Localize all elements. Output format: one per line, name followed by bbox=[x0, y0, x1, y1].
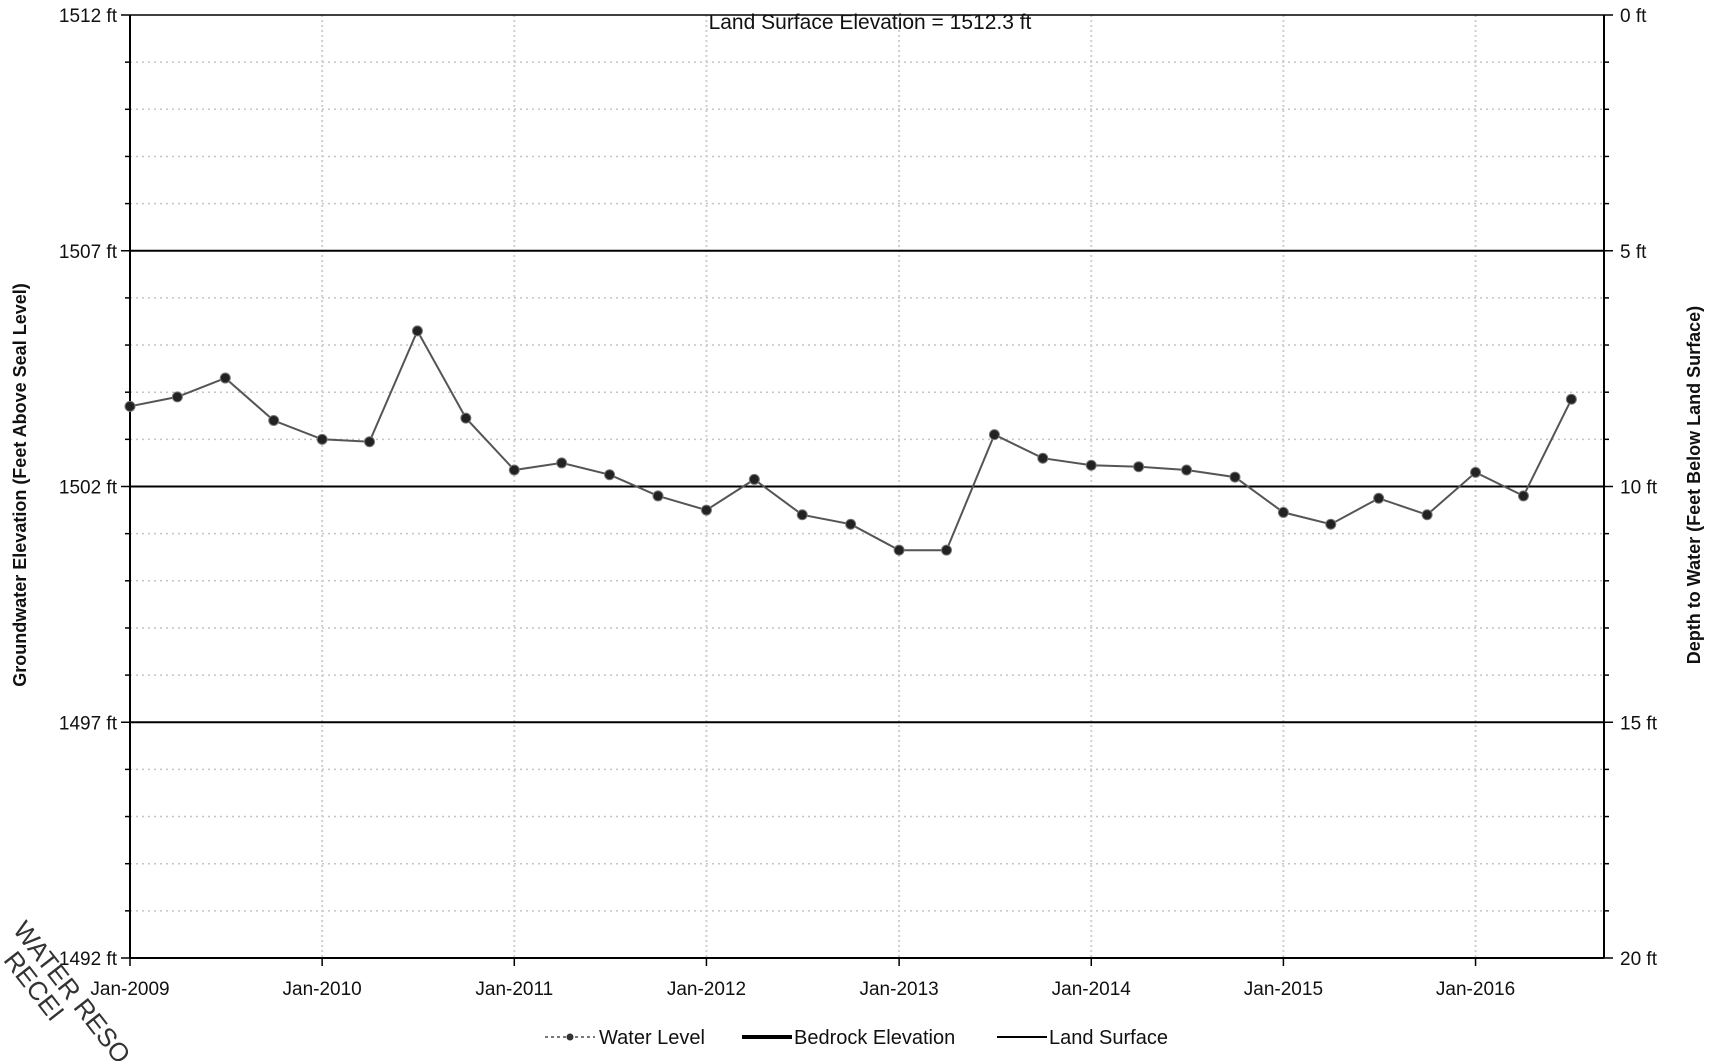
water-level-point bbox=[893, 544, 905, 556]
water-level-point bbox=[845, 518, 857, 530]
water-level-point bbox=[1470, 466, 1482, 478]
y2-tick-label: 5 ft bbox=[1620, 242, 1647, 263]
y2-tick-label: 10 ft bbox=[1620, 478, 1658, 499]
water-level-point bbox=[508, 464, 520, 476]
water-level-point bbox=[556, 457, 568, 469]
water-level-point bbox=[460, 412, 472, 424]
water-level-point bbox=[988, 429, 1000, 441]
water-level-point bbox=[268, 414, 280, 426]
y2-tick-label: 0 ft bbox=[1620, 6, 1647, 27]
x-tick-label: Jan-2014 bbox=[1052, 979, 1132, 1000]
axis-labels: 1512 ft 1507 ft 1502 ft 1497 ft 1492 ft 0 ft 5… bbox=[59, 6, 1658, 1000]
y2-tick-label: 15 ft bbox=[1620, 713, 1658, 734]
chart-title: Land Surface Elevation = 1512.3 ft bbox=[709, 11, 1032, 34]
water-level-point bbox=[171, 391, 183, 403]
water-level-point bbox=[1325, 518, 1337, 530]
water-level-point bbox=[1421, 509, 1433, 521]
series-layer bbox=[124, 325, 1577, 556]
y2-tick-label: 20 ft bbox=[1620, 949, 1658, 970]
y-tick-label: 1497 ft bbox=[59, 713, 118, 734]
x-tick-label: Jan-2009 bbox=[90, 979, 169, 1000]
water-level-point bbox=[652, 490, 664, 502]
water-level-point bbox=[1229, 471, 1241, 483]
water-level-point bbox=[604, 469, 616, 481]
water-level-point bbox=[1181, 464, 1193, 476]
water-level-point bbox=[700, 504, 712, 516]
water-level-point bbox=[219, 372, 231, 384]
y-tick-label: 1512 ft bbox=[59, 6, 118, 27]
water-level-point bbox=[1277, 506, 1289, 518]
legend-label-bedrock-elevation: Bedrock Elevation bbox=[794, 1027, 955, 1049]
water-level-point bbox=[411, 325, 423, 337]
legend-item-water-level: Water Level bbox=[545, 1027, 705, 1049]
x-tick-label: Jan-2013 bbox=[859, 979, 938, 1000]
x-tick-label: Jan-2012 bbox=[667, 979, 746, 1000]
water-level-point bbox=[124, 400, 136, 412]
y-tick-label: 1507 ft bbox=[59, 242, 118, 263]
water-level-point bbox=[1565, 393, 1577, 405]
y2-axis-title: Depth to Water (Feet Below Land Surface) bbox=[1684, 306, 1704, 664]
y-tick-label: 1502 ft bbox=[59, 478, 118, 499]
plot-frame bbox=[121, 14, 1613, 966]
x-tick-label: Jan-2016 bbox=[1436, 979, 1515, 1000]
water-level-point bbox=[796, 509, 808, 521]
x-tick-label: Jan-2010 bbox=[283, 979, 362, 1000]
y-axis-title: Groundwater Elevation (Feet Above Seal L… bbox=[10, 283, 30, 686]
y-tick-label: 1492 ft bbox=[59, 949, 118, 970]
legend-item-bedrock-elevation: Bedrock Elevation bbox=[742, 1027, 955, 1049]
water-level-point bbox=[1037, 452, 1049, 464]
water-level-point bbox=[748, 473, 760, 485]
water-level-point bbox=[1085, 459, 1097, 471]
water-level-point bbox=[1373, 492, 1385, 504]
x-tick-label: Jan-2015 bbox=[1244, 979, 1323, 1000]
legend-label-land-surface: Land Surface bbox=[1049, 1027, 1168, 1049]
water-level-point bbox=[364, 436, 376, 448]
legend-label-water-level: Water Level bbox=[599, 1027, 705, 1049]
legend: Water Level Bedrock Elevation Land Surfa… bbox=[545, 1027, 1168, 1049]
water-level-point bbox=[316, 433, 328, 445]
water-level-point bbox=[1517, 490, 1529, 502]
x-tick-label: Jan-2011 bbox=[475, 979, 553, 1000]
water-level-point bbox=[1133, 461, 1145, 473]
water-level-point bbox=[940, 544, 952, 556]
major-gridlines bbox=[130, 249, 1604, 724]
legend-item-land-surface: Land Surface bbox=[997, 1027, 1168, 1049]
